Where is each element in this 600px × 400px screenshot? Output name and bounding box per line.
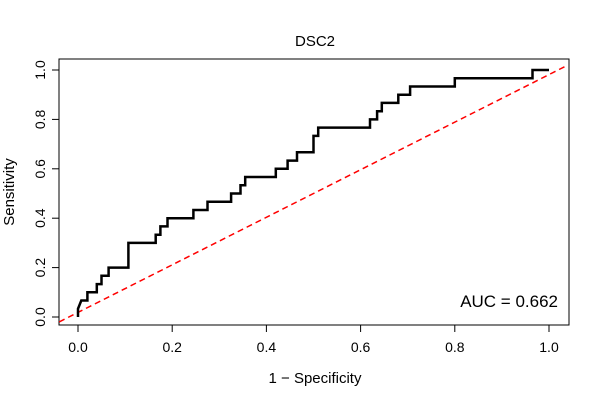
y-tick-label: 0.8 xyxy=(32,109,48,129)
x-tick-label: 0.6 xyxy=(351,339,371,355)
series-layer xyxy=(58,64,569,323)
x-axis-label: 1 − Specificity xyxy=(269,370,362,387)
auc-annotation: AUC = 0.662 xyxy=(460,292,558,311)
x-tick-label: 1.0 xyxy=(539,339,559,355)
x-axis: 0.0 0.2 0.4 0.6 0.8 1.0 xyxy=(68,324,559,355)
plot-frame xyxy=(58,58,570,326)
x-tick-label: 0.2 xyxy=(162,339,182,355)
x-tick-label: 0.0 xyxy=(68,339,88,355)
y-tick-label: 0.2 xyxy=(32,258,48,278)
reference-diagonal-line xyxy=(58,64,569,323)
y-tick-label: 1.0 xyxy=(32,60,48,80)
y-tick-label: 0.6 xyxy=(32,159,48,179)
roc-curve-line xyxy=(76,68,549,317)
chart-title: DSC2 xyxy=(295,33,335,50)
y-axis: 0.0 0.2 0.4 0.6 0.8 1.0 xyxy=(32,60,60,327)
y-axis-label: Sensitivity xyxy=(1,158,18,226)
x-tick-label: 0.4 xyxy=(257,339,277,355)
x-tick-label: 0.8 xyxy=(445,339,465,355)
y-tick-label: 0.4 xyxy=(32,208,48,228)
y-tick-label: 0.0 xyxy=(32,307,48,327)
